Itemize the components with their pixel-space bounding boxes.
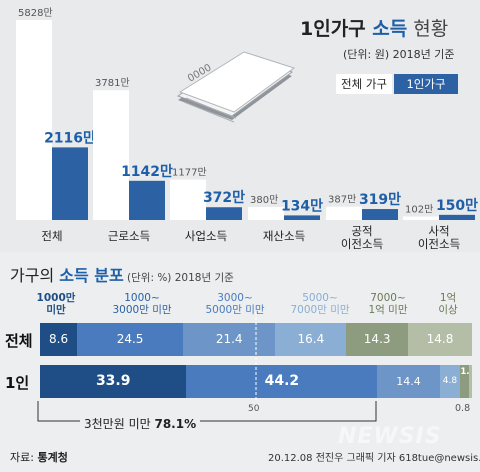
stack-segment: 14.4 [377,365,440,398]
annotation-prefix: 3천만원 미만 [84,417,155,431]
category-label: 재산소득 [263,229,305,243]
bar-single-label: 372만 [203,190,245,206]
category-label: 이전소득 [341,237,383,251]
bar-total [403,216,439,220]
bar-total [93,90,129,220]
category-label: 이전소득 [418,237,460,251]
annotation-value: 78.1% [154,417,197,431]
category-header: 1억 이상 [438,292,458,316]
bar-total [326,206,362,220]
bar-total-label: 380만 [250,194,278,206]
distribution-panel [0,252,480,472]
category-header: 3000~ 5000만 미만 [205,292,265,316]
chart-title: 1인가구 소득 현황 [300,14,448,41]
row-label-1: 1인 [5,374,30,392]
bar-single [206,207,242,220]
income-chart-panel: 1인가구 소득 현황 (단위: 원) 2018년 기준 전체 가구 1인가구 0… [16,7,479,251]
distribution-unit: (단위: %) 2018년 기준 [123,272,234,284]
stack-segment: 14.3 [346,323,409,356]
bar-total-label: 5828만 [18,7,53,19]
legend-total: 전체 가구 [336,74,392,94]
stack-segment: 1.9 [460,365,469,398]
bar-single-label: 2116만 [44,130,96,146]
under-30m-annotation: 3천만원 미만 78.1% [80,415,201,432]
chart-subtitle: (단위: 원) 2018년 기준 [343,48,455,61]
stack-segment: 0.8 [468,365,472,398]
legend-single: 1인가구 [394,74,458,94]
bar-single [129,180,165,220]
category-label: 사업소득 [185,229,227,243]
money-stack-illustration: 0000 [176,51,296,123]
bar-single-label: 1142만 [121,164,173,180]
category-header: 1000만 미만 [36,292,76,316]
bar-single [439,214,475,220]
stack-segment: 4.8 [439,365,461,398]
title-part1: 1인가구 [300,18,373,40]
bar-total [248,206,284,220]
stack-segment: 33.9 [40,365,187,398]
stack-segment: 21.4 [182,323,276,356]
stack-segment: 16.4 [275,323,347,356]
bar-total [170,179,206,220]
small-value-callout: 0.8 [455,403,471,414]
distribution-title: 가구의 소득 분포 (단위: %) 2018년 기준 [10,262,234,286]
stack-segment: 24.5 [77,323,183,356]
row-label-0: 전체 [5,332,33,350]
bar-single-label: 134만 [281,198,323,214]
bar-total-label: 102만 [405,203,433,215]
distribution-title-a: 가구의 [10,266,60,285]
category-header: 1000~ 3000만 미만 [112,292,172,316]
category-label: 공적 [351,224,372,238]
source-name: 통계청 [37,451,68,464]
bar-single-label: 319만 [359,192,401,208]
source-note: 자료: 통계청 [10,449,68,465]
category-label: 근로소득 [108,229,150,243]
bar-total-label: 3781만 [95,77,130,89]
category-label: 전체 [41,229,62,243]
title-part3: 현황 [407,18,449,40]
source-label: 자료: [10,451,38,464]
stack-segment: 8.6 [40,323,78,356]
bar-single-label: 150만 [436,198,478,214]
stack-segment: 44.2 [186,365,378,398]
credit-line: 20.12.08 전진우 그래픽 기자 618tue@newsis.com [268,453,480,464]
stack-segment: 14.8 [408,323,472,356]
title-part2: 소득 [372,18,408,40]
bar-single [284,215,320,220]
category-header: 7000~ 1억 미만 [368,292,408,316]
bar-single [362,209,398,220]
category-header: 5000~ 7000만 미만 [290,292,350,316]
category-label: 사적 [428,224,449,238]
watermark: NEWSIS [338,424,442,449]
bar-total-label: 1177만 [172,167,207,179]
bar-total [16,20,52,220]
half-marker-label: 50 [248,404,260,414]
distribution-title-b: 소득 분포 [59,266,124,285]
bar-single [52,147,88,220]
bar-total-label: 387만 [328,194,356,206]
